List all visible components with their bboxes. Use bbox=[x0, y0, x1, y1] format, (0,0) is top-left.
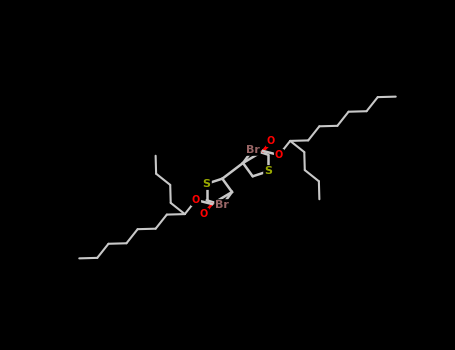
Text: O: O bbox=[267, 136, 275, 146]
Text: O: O bbox=[192, 195, 200, 205]
Text: O: O bbox=[275, 150, 283, 160]
Text: S: S bbox=[264, 166, 273, 176]
Text: O: O bbox=[200, 209, 208, 219]
Text: Br: Br bbox=[215, 200, 229, 210]
Text: Br: Br bbox=[246, 145, 260, 155]
Text: S: S bbox=[202, 179, 211, 189]
